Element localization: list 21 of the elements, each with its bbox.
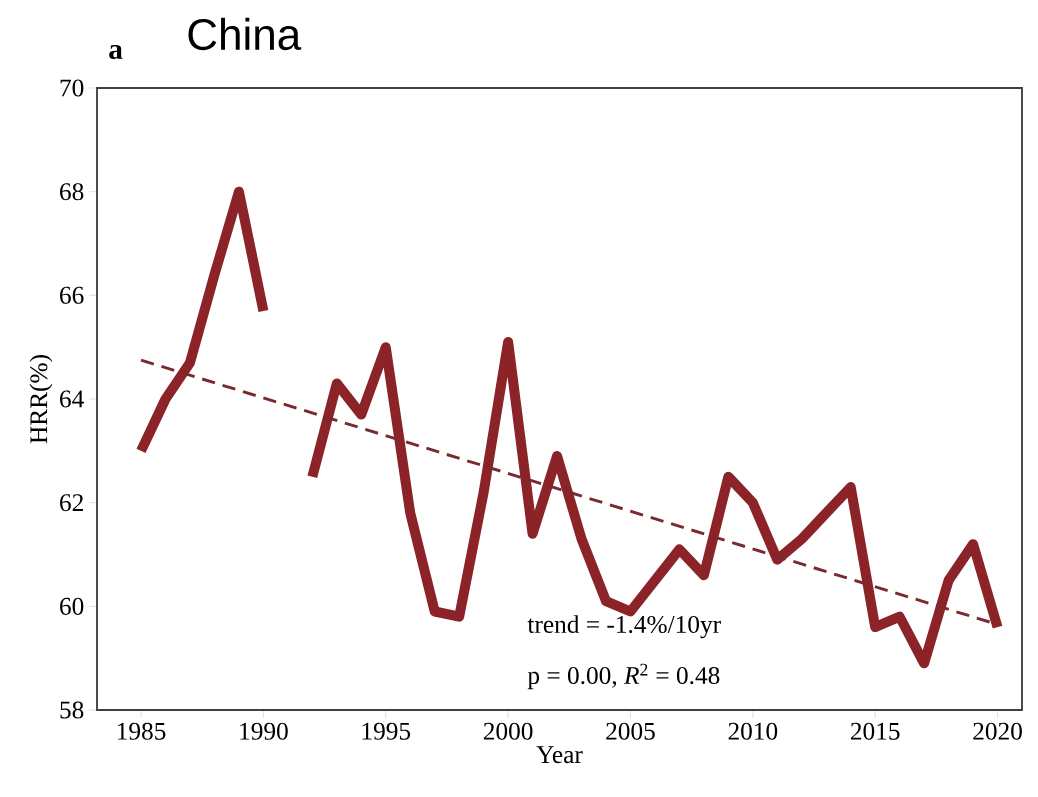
y-tick-label: 58 — [60, 701, 84, 719]
chart-title: China — [188, 17, 302, 51]
y-tick-label: 62 — [60, 494, 83, 512]
y-tick-label: 64 — [60, 390, 84, 408]
x-axis-title: Year — [536, 746, 583, 764]
y-axis-title: HRR(%) — [29, 355, 53, 444]
annotation: p = 0.00, R$^{2}$ = 0.48 — [527, 663, 720, 690]
y-tick-label: 68 — [60, 183, 84, 201]
y-tick-label: 66 — [60, 286, 84, 304]
x-tick-label: 2020 — [973, 722, 1022, 740]
x-tick-label: 1985 — [117, 722, 166, 740]
y-tick-label: 70 — [60, 79, 84, 97]
y-tick-label: 60 — [60, 597, 84, 615]
x-tick-label: 1990 — [240, 722, 288, 740]
x-tick-label: 2010 — [728, 722, 778, 740]
annotation: trend = -1.4%/10yr — [527, 615, 721, 639]
x-tick-label: 1995 — [362, 722, 411, 740]
x-tick-label: 2005 — [606, 722, 655, 740]
x-tick-label: 2015 — [850, 722, 900, 740]
text: a — [109, 44, 123, 60]
x-tick-label: 2000 — [483, 722, 533, 740]
